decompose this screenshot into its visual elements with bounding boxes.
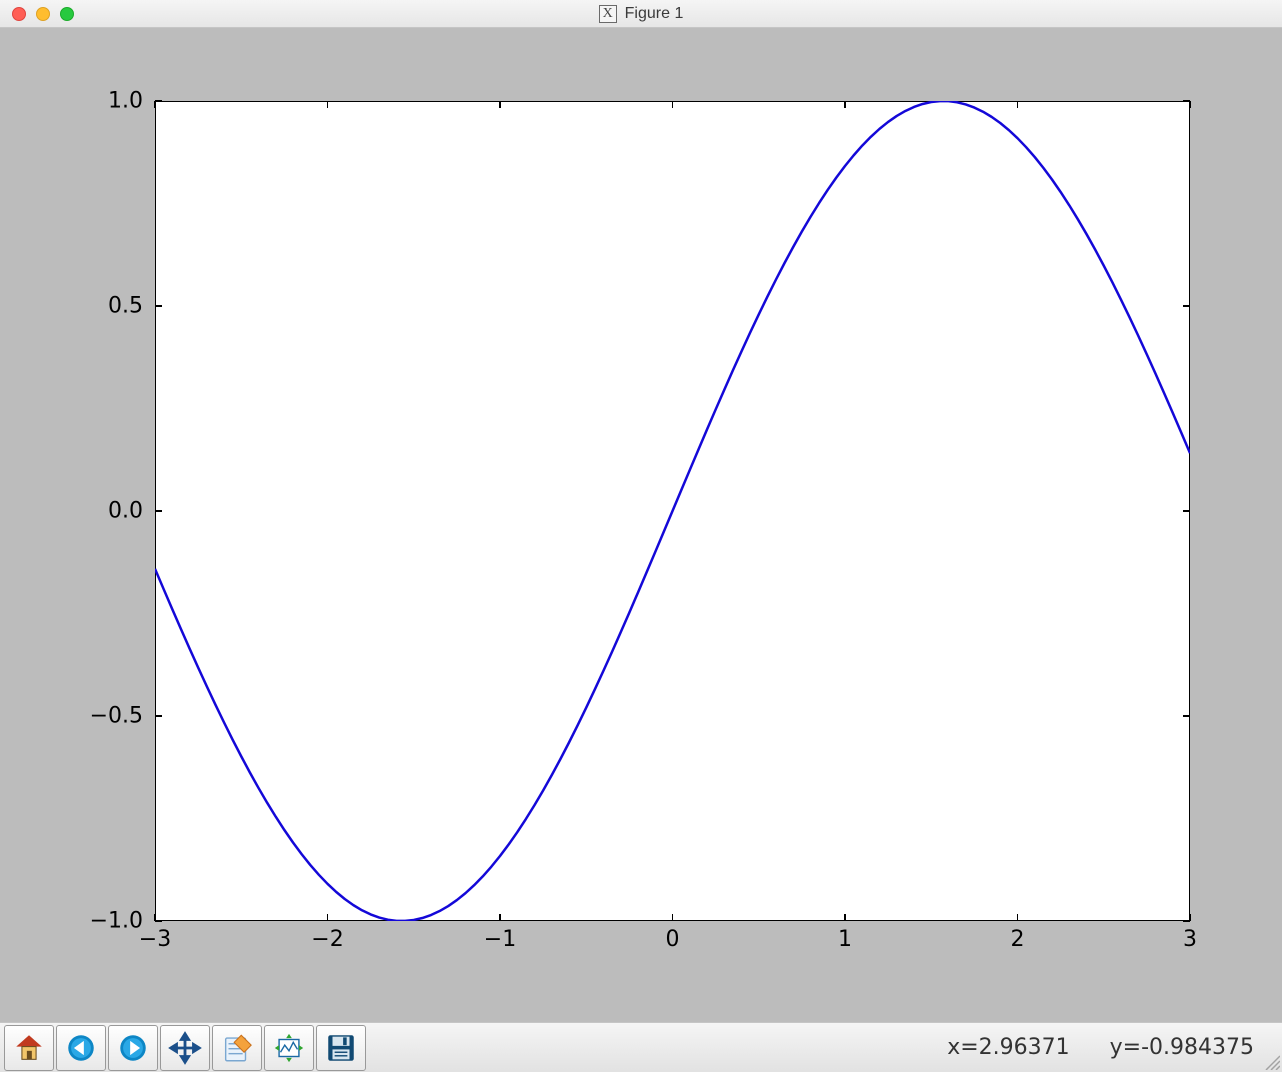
- save-button[interactable]: [316, 1025, 366, 1071]
- titlebar: X Figure 1: [0, 0, 1282, 28]
- ytick-label: 1.0: [108, 89, 143, 114]
- fullscreen-button[interactable]: [60, 7, 74, 21]
- xtick-label: 2: [1011, 927, 1025, 952]
- ytick-mark: [1183, 510, 1190, 512]
- app-icon: X: [599, 5, 617, 23]
- xtick-mark: [154, 101, 156, 108]
- xtick-mark: [844, 914, 846, 921]
- ytick-label: 0.5: [108, 294, 143, 319]
- xtick-label: −2: [311, 927, 343, 952]
- close-button[interactable]: [12, 7, 26, 21]
- ytick-mark: [1183, 715, 1190, 717]
- home-icon: [12, 1031, 46, 1065]
- xtick-mark: [672, 914, 674, 921]
- xtick-label: −3: [139, 927, 171, 952]
- zoom-button[interactable]: [264, 1025, 314, 1071]
- xtick-mark: [1017, 914, 1019, 921]
- ytick-mark: [1183, 305, 1190, 307]
- xtick-label: 3: [1183, 927, 1197, 952]
- xtick-mark: [499, 914, 501, 921]
- ytick-mark: [155, 305, 162, 307]
- home-button[interactable]: [4, 1025, 54, 1071]
- window-title: Figure 1: [625, 5, 684, 23]
- ytick-mark: [1183, 100, 1190, 102]
- xtick-label: 0: [666, 927, 680, 952]
- configure-button[interactable]: [212, 1025, 262, 1071]
- configure-icon: [220, 1031, 254, 1065]
- ytick-mark: [155, 920, 162, 922]
- xtick-label: −1: [484, 927, 516, 952]
- pan-icon: [168, 1031, 202, 1065]
- ytick-label: −1.0: [90, 909, 143, 934]
- ytick-label: 0.0: [108, 499, 143, 524]
- xtick-mark: [327, 914, 329, 921]
- forward-icon: [116, 1031, 150, 1065]
- back-button[interactable]: [56, 1025, 106, 1071]
- plot-area-wrapper: −3−2−10123−1.0−0.50.00.51.0: [155, 101, 1190, 921]
- save-icon: [324, 1031, 358, 1065]
- ytick-mark: [155, 715, 162, 717]
- figure-canvas[interactable]: −3 −2 −1 0 1 2 3 −1.0 −0.5 0.0 0.5 1.0: [0, 28, 1282, 1022]
- xtick-mark: [1189, 101, 1191, 108]
- forward-button[interactable]: [108, 1025, 158, 1071]
- ytick-mark: [155, 510, 162, 512]
- navigation-toolbar: x=2.96371 y=-0.984375: [0, 1022, 1282, 1072]
- cursor-readout: x=2.96371 y=-0.984375: [947, 1035, 1276, 1060]
- xtick-mark: [327, 101, 329, 108]
- xtick-mark: [844, 101, 846, 108]
- xtick-mark: [1017, 101, 1019, 108]
- line-plot: [155, 101, 1190, 921]
- back-icon: [64, 1031, 98, 1065]
- pan-button[interactable]: [160, 1025, 210, 1071]
- minimize-button[interactable]: [36, 7, 50, 21]
- xtick-mark: [672, 101, 674, 108]
- xtick-mark: [499, 101, 501, 108]
- cursor-x-label: x=2.96371: [947, 1035, 1069, 1060]
- traffic-lights: [0, 7, 74, 21]
- xtick-label: 1: [838, 927, 852, 952]
- ytick-label: −0.5: [90, 704, 143, 729]
- ytick-mark: [1183, 920, 1190, 922]
- zoom-icon: [272, 1031, 306, 1065]
- ytick-mark: [155, 100, 162, 102]
- cursor-y-label: y=-0.984375: [1110, 1035, 1254, 1060]
- plot-area[interactable]: [155, 101, 1190, 921]
